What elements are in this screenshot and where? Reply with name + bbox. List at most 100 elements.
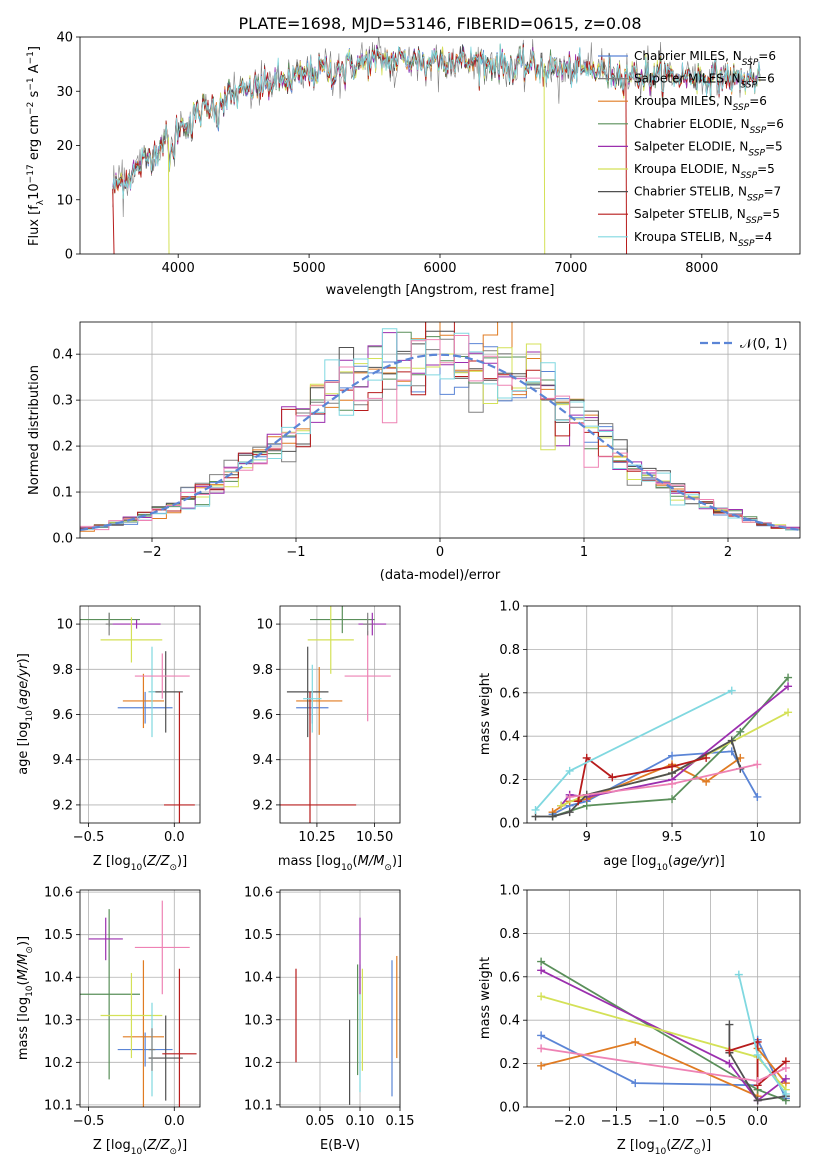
weight-point-marker [565,808,574,817]
y-tick-label: 0.6 [499,686,520,701]
figure-title: PLATE=1698, MJD=53146, FIBERID=0615, z=0… [238,14,641,33]
weight-point-marker [736,727,745,736]
y-tick-label: 10.2 [244,1056,273,1071]
y-tick-label: 9.2 [52,798,73,813]
weight-series-line [534,689,733,811]
weight-point-marker [753,1050,762,1059]
weight-point-marker [781,1089,790,1098]
y-tick-label: 0.3 [52,394,73,409]
plot-area [80,900,197,1107]
legend-entry: Kroupa ELODIE, NSSP=5 [634,162,775,181]
y-tick-label: 0.0 [499,817,520,832]
x-axis-label: (data-model)/error [380,568,501,583]
weight-point-marker [631,1079,640,1088]
legend-entry: Kroupa MILES, NSSP=6 [634,94,767,113]
x-tick-label: −2 [142,545,161,560]
y-tick-label: 0.2 [499,1057,520,1072]
weight-point-marker [753,1076,762,1085]
weight-point-marker [727,736,736,745]
weight-point-marker [537,1061,546,1070]
y-tick-label: 10 [256,618,273,633]
y-tick-label: 0.4 [52,348,73,363]
weight-point-marker [725,1046,734,1055]
weight-point-marker [784,673,793,682]
weight-point-marker [557,801,566,810]
x-tick-label: 0.05 [306,1114,335,1129]
y-tick-label: 0.8 [499,927,520,942]
residual-histogram [80,335,800,533]
y-tick-label: 0 [65,248,73,263]
weight-point-marker [574,797,583,806]
y-tick-label: 10.3 [244,1013,273,1028]
spectrum-model-line [112,43,761,199]
y-tick-label: 1.0 [499,600,520,615]
y-tick-label: 40 [56,31,73,46]
spectrum-axes: 4000 5000 6000 7000 8000 0 10 20 30 40 wavelength … [26,31,801,298]
weight-point-marker [753,760,762,769]
weight-point-marker [537,966,546,975]
x-tick-label: −2.0 [554,1114,586,1129]
axes-frame [79,889,201,1108]
y-axis-label: Normed distribution [27,365,42,495]
x-tick-label: 9 [583,830,591,845]
x-tick-label: 4000 [162,261,195,276]
y-tick-label: 9.2 [252,798,273,813]
y-tick-label: 10.1 [44,1098,73,1113]
weight-series-line [728,1024,787,1102]
weight_vs_age-axes: 9 9.5 10 0.0 0.2 0.4 0.6 0.8 1.0 age [log10(age/y… [478,600,801,873]
legend-entry: Salpeter MILES, NSSP=6 [634,72,775,91]
weight-point-marker [702,777,711,786]
plot-area [531,673,793,821]
plot-area [80,322,800,533]
plot-area [295,917,398,1105]
weight-point-marker [631,1037,640,1046]
spectrum-edge-drop [625,74,628,254]
x-tick-label: −1.0 [648,1114,680,1129]
plot-layer: 4000 5000 6000 7000 8000010203040wavelength … [16,31,801,1157]
weight-point-marker [537,992,546,1001]
weight-point-marker [781,1063,790,1072]
y-tick-label: 0.8 [499,643,520,658]
y-tick-label: 9.4 [252,753,273,768]
x-tick-label: 9.5 [662,830,683,845]
weight-point-marker [702,753,711,762]
y-tick-label: 9.6 [52,708,73,723]
weight-point-marker [734,970,743,979]
y-tick-label: 0.6 [499,970,520,985]
y-tick-label: 10.3 [44,1013,73,1028]
y-tick-label: 10.1 [244,1098,273,1113]
spectrum-edge-drop [112,188,115,254]
weight-point-marker [725,1020,734,1029]
x-axis-label: age [log10(age/yr)] [603,854,725,873]
axes-frame [79,36,801,255]
y-axis-label: age [log10(age/yr)] [16,653,35,775]
weight-point-marker [537,957,546,966]
legend-entry: Salpeter ELODIE, NSSP=5 [634,139,783,158]
x-axis-label: wavelength [Angstrom, rest frame] [326,283,555,298]
axes-frame [279,605,401,824]
weight-point-marker [565,792,574,801]
spectrum-edge-drop [543,67,546,254]
y-tick-label: 10.6 [44,886,73,901]
weight-point-marker [668,779,677,788]
weight-point-marker [753,792,762,801]
x-axis-label: mass [log10(M/M⊙)] [278,854,402,873]
x-axis-label: Z [log10(Z/Z⊙)] [93,1138,187,1157]
x-axis-label: E(B-V) [320,1138,360,1153]
age_vs_mass-axes: 10.25 10.50 9.2 9.4 9.6 9.8 10 mass [log10(M/M⊙… [252,605,402,873]
weight-point-marker [753,1096,762,1105]
x-tick-label: 0.15 [386,1114,415,1129]
weight-point-marker [582,753,591,762]
x-tick-label: 1 [580,545,588,560]
y-tick-label: 10.2 [44,1056,73,1071]
x-tick-label: 2 [724,545,732,560]
x-tick-label: −1.5 [601,1114,633,1129]
weight-series-line [552,750,759,816]
weight_vs_Z-axes: −2.0 −1.5 −1.0 −0.5 0.0 0.0 0.2 0.4 0.6 0.8 1.0 Z [… [478,884,801,1157]
y-tick-label: 10.4 [244,971,273,986]
axes-frame [79,605,201,824]
weight-point-marker [548,812,557,821]
weight-series-line [560,685,789,807]
mass_vs_EBV-axes: 0.05 0.10 0.15 10.1 10.2 10.3 10.4 10.5 10.6 E(B-… [244,886,414,1153]
weight-point-marker [668,751,677,760]
